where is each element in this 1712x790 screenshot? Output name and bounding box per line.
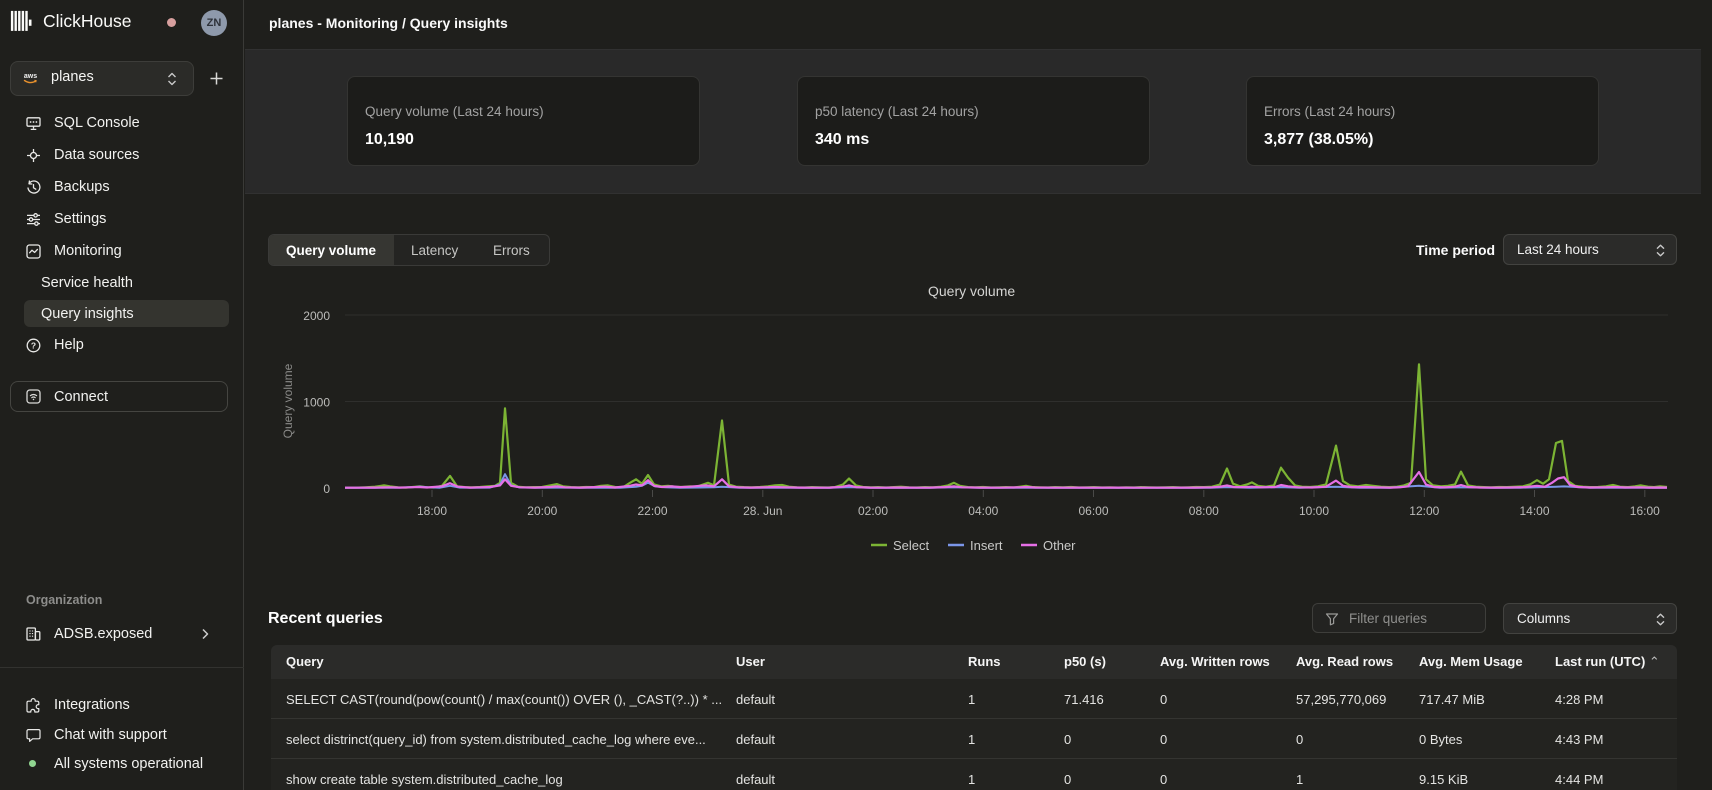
svg-text:08:00: 08:00 <box>1189 504 1219 518</box>
svg-text:10:00: 10:00 <box>1299 504 1329 518</box>
svg-text:16:00: 16:00 <box>1630 504 1660 518</box>
svg-text:18:00: 18:00 <box>417 504 447 518</box>
svg-text:Insert: Insert <box>970 538 1003 553</box>
svg-text:06:00: 06:00 <box>1078 504 1108 518</box>
svg-text:?: ? <box>31 341 36 351</box>
svg-text:Query volume: Query volume <box>281 363 295 438</box>
svg-text:aws: aws <box>24 73 37 80</box>
svg-text:Select: Select <box>893 538 930 553</box>
svg-text:1000: 1000 <box>303 396 330 410</box>
svg-text:20:00: 20:00 <box>527 504 557 518</box>
svg-text:14:00: 14:00 <box>1519 504 1549 518</box>
svg-text:Other: Other <box>1043 538 1076 553</box>
svg-text:02:00: 02:00 <box>858 504 888 518</box>
svg-text:28. Jun: 28. Jun <box>743 504 782 518</box>
svg-text:22:00: 22:00 <box>637 504 667 518</box>
svg-text:04:00: 04:00 <box>968 504 998 518</box>
svg-text:2000: 2000 <box>303 309 330 323</box>
svg-text:0: 0 <box>323 482 330 496</box>
svg-text:12:00: 12:00 <box>1409 504 1439 518</box>
